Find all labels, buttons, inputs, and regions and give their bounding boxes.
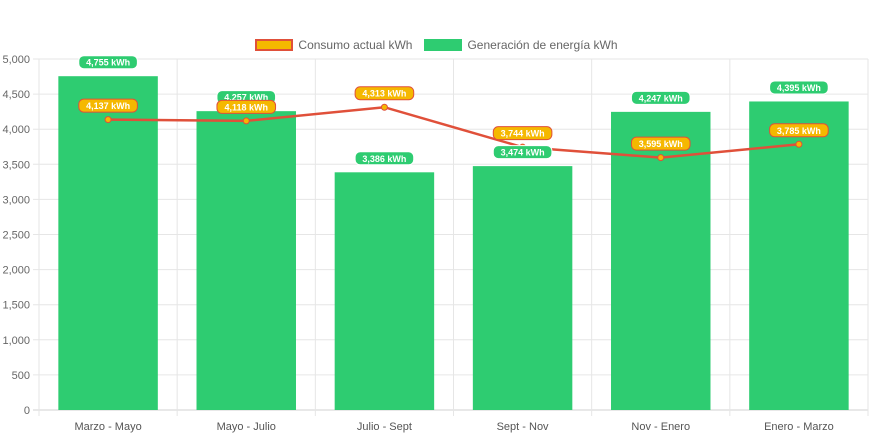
line-consumo [108, 105, 800, 159]
point-consumo [380, 103, 388, 111]
x-tick-label: Marzo - Mayo [74, 421, 141, 433]
bar-generacion [611, 111, 711, 411]
point-consumo [242, 117, 250, 125]
data-label-generacion: 3,474 kWh [501, 148, 545, 158]
data-label-generacion: 4,395 kWh [777, 83, 821, 93]
y-tick-label: 3,500 [2, 159, 30, 171]
x-tick-label: Nov - Enero [631, 421, 690, 433]
bar-generacion [58, 76, 158, 410]
y-tick-label: 1,000 [2, 335, 30, 347]
bar-generacion [334, 172, 435, 410]
legend-swatch-generacion [424, 39, 463, 51]
data-label-generacion: 4,755 kWh [86, 58, 130, 68]
data-label-generacion-bg [354, 151, 415, 166]
legend-item-consumo[interactable]: Consumo actual kWh [255, 38, 412, 52]
legend-swatch-consumo [255, 39, 294, 51]
data-label-consumo-bg [78, 98, 138, 113]
y-tick-label: 2,500 [2, 230, 30, 242]
data-label-generacion-bg [492, 145, 553, 160]
chart-legend: Consumo actual kWh Generación de energía… [0, 38, 873, 52]
point-consumo [104, 116, 112, 124]
x-tick-label: Sept - Nov [497, 421, 549, 433]
bar-generacion [472, 166, 573, 410]
data-label-consumo-bg [769, 123, 829, 138]
y-tick-label: 5,000 [2, 54, 30, 66]
data-label-generacion-bg [769, 80, 829, 95]
x-tick-label: Mayo - Julio [217, 421, 276, 433]
point-consumo [795, 140, 803, 148]
data-label-consumo: 4,118 kWh [224, 102, 268, 112]
x-tick-label: Enero - Marzo [764, 421, 834, 433]
y-tick-label: 4,500 [2, 89, 30, 101]
bar-generacion [196, 111, 296, 410]
legend-item-generacion[interactable]: Generación de energía kWh [424, 38, 618, 52]
y-tick-label: 1,500 [2, 300, 30, 312]
legend-label-consumo: Consumo actual kWh [298, 38, 413, 52]
data-label-consumo-bg [216, 99, 277, 114]
y-tick-label: 0 [24, 405, 30, 417]
y-tick-label: 3,000 [2, 194, 30, 206]
data-label-generacion: 4,247 kWh [639, 93, 683, 103]
y-tick-label: 4,000 [2, 124, 30, 136]
point-consumo [657, 154, 665, 162]
data-label-consumo-bg [492, 126, 553, 141]
data-label-consumo-bg [354, 86, 415, 101]
data-label-generacion-bg [78, 55, 138, 70]
x-tick-label: Julio - Sept [357, 421, 412, 433]
data-label-consumo: 3,785 kWh [777, 126, 821, 136]
data-label-consumo: 3,595 kWh [639, 139, 683, 149]
data-label-generacion: 3,386 kWh [362, 154, 406, 164]
data-label-generacion: 4,257 kWh [224, 93, 268, 103]
data-label-generacion-bg [630, 90, 691, 105]
data-label-consumo: 3,744 kWh [501, 129, 545, 139]
data-label-consumo: 4,137 kWh [86, 101, 130, 111]
data-label-consumo-bg [630, 136, 691, 151]
data-label-consumo: 4,313 kWh [362, 89, 406, 99]
y-tick-label: 2,000 [2, 265, 30, 277]
bar-generacion [749, 101, 849, 410]
legend-label-generacion: Generación de energía kWh [467, 38, 618, 52]
y-tick-label: 500 [12, 370, 30, 382]
